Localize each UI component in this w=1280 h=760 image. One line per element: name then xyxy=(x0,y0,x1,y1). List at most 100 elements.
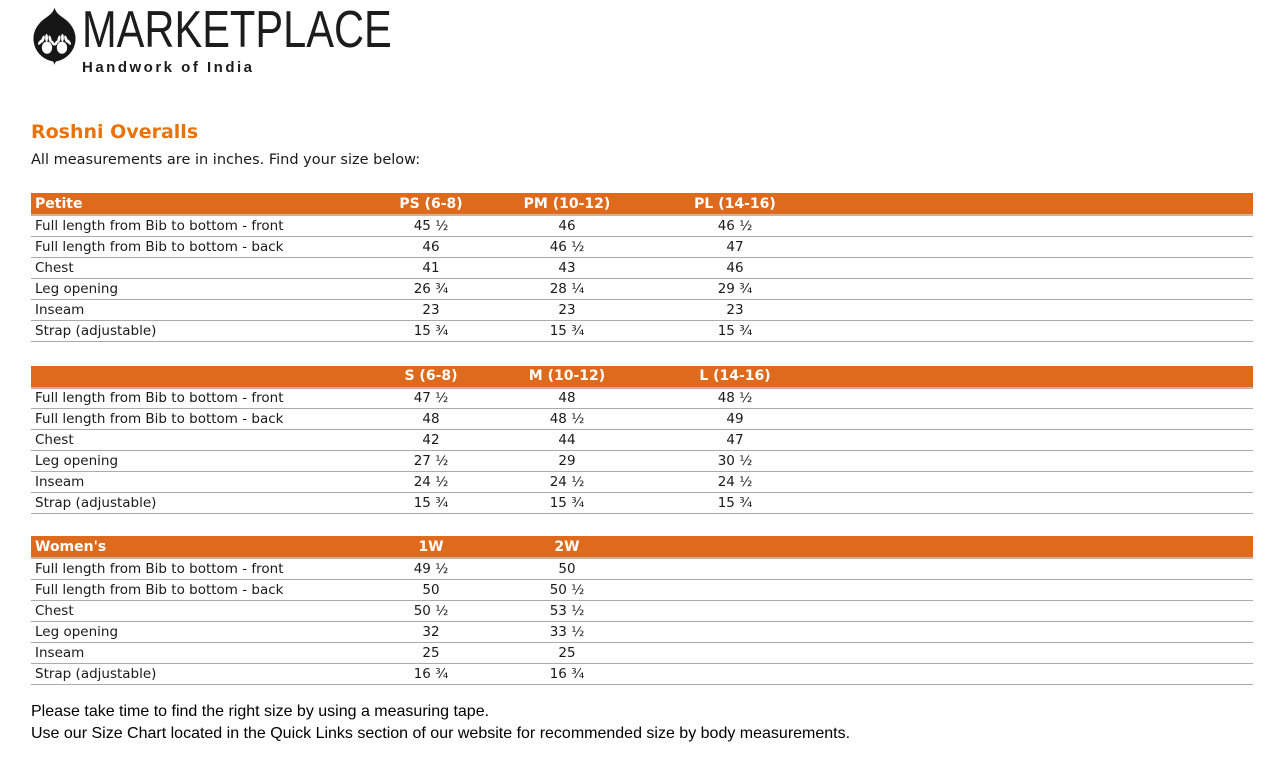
measurement-value: 25 xyxy=(499,642,635,664)
measurement-value: 46 xyxy=(499,215,635,237)
measurement-label: Strap (adjustable) xyxy=(31,492,363,514)
measurement-value: 24 ½ xyxy=(363,471,499,493)
measurement-label: Chest xyxy=(31,257,363,279)
measurement-value: 16 ¾ xyxy=(499,663,635,685)
measurement-value xyxy=(635,579,835,601)
table-row: Leg opening 32 33 ½ xyxy=(31,621,1253,643)
measurement-value: 32 xyxy=(363,621,499,643)
measurement-value: 27 ½ xyxy=(363,450,499,472)
measurement-value: 41 xyxy=(363,257,499,279)
size-tables: Petite PS (6-8) PM (10-12) PL (14-16) Full l… xyxy=(31,193,1253,685)
row-filler xyxy=(835,558,1253,580)
measurement-value: 49 ½ xyxy=(363,558,499,580)
measurement-label: Leg opening xyxy=(31,450,363,472)
table-row: Inseam 24 ½ 24 ½ 24 ½ xyxy=(31,471,1253,493)
brand-tagline: Handwork of India xyxy=(82,59,255,76)
measurement-value: 47 ½ xyxy=(363,387,499,409)
measurement-label: Leg opening xyxy=(31,621,363,643)
measurement-value: 30 ½ xyxy=(635,450,835,472)
header-filler xyxy=(835,193,1253,216)
row-filler xyxy=(835,429,1253,451)
measurement-value: 29 ¾ xyxy=(635,278,835,300)
measurement-value: 48 xyxy=(499,387,635,409)
size-column-header: PL (14-16) xyxy=(635,193,835,216)
brand-text: MARKETPLACE Handwork of India xyxy=(82,4,469,76)
measurement-value xyxy=(635,642,835,664)
measurement-value: 48 ½ xyxy=(499,408,635,430)
measurement-label: Full length from Bib to bottom - front xyxy=(31,387,363,409)
row-filler xyxy=(835,278,1253,300)
table-header-row: Women's 1W 2W xyxy=(31,536,1253,559)
measurement-value xyxy=(635,621,835,643)
measurement-value: 50 xyxy=(363,579,499,601)
row-filler xyxy=(835,579,1253,601)
table-row: Chest 41 43 46 xyxy=(31,257,1253,279)
row-filler xyxy=(835,600,1253,622)
measurement-value: 24 ½ xyxy=(499,471,635,493)
measurement-value: 50 xyxy=(499,558,635,580)
measurement-value: 46 xyxy=(363,236,499,258)
table-row: Strap (adjustable) 15 ¾ 15 ¾ 15 ¾ xyxy=(31,320,1253,342)
measurement-value: 46 xyxy=(635,257,835,279)
row-filler xyxy=(835,621,1253,643)
table-row: Full length from Bib to bottom - back 50 5… xyxy=(31,579,1253,601)
measurement-label: Inseam xyxy=(31,471,363,493)
row-filler xyxy=(835,450,1253,472)
measurement-value xyxy=(635,663,835,685)
measurement-value: 23 xyxy=(635,299,835,321)
size-group-header xyxy=(31,365,363,389)
row-filler xyxy=(835,299,1253,321)
measurement-label: Full length from Bib to bottom - back xyxy=(31,408,363,430)
footer-line-2: Use our Size Chart located in the Quick … xyxy=(31,724,851,742)
size-group-header: Petite xyxy=(31,193,363,216)
size-column-header: 1W xyxy=(363,536,499,559)
measurement-label: Strap (adjustable) xyxy=(31,663,363,685)
measurement-value: 15 ¾ xyxy=(363,492,499,514)
measurement-label: Strap (adjustable) xyxy=(31,320,363,342)
measurement-value: 15 ¾ xyxy=(363,320,499,342)
brand-logo: MARKETPLACE Handwork of India xyxy=(31,4,1253,76)
measurement-label: Full length from Bib to bottom - back xyxy=(31,236,363,258)
table-row: Inseam 23 23 23 xyxy=(31,299,1253,321)
measurement-value: 15 ¾ xyxy=(499,492,635,514)
row-filler xyxy=(835,257,1253,279)
measurement-value: 46 ½ xyxy=(635,215,835,237)
table-row: Inseam 25 25 xyxy=(31,642,1253,664)
measurement-value: 15 ¾ xyxy=(635,320,835,342)
size-column-header: L (14-16) xyxy=(635,365,835,389)
size-column-header: M (10-12) xyxy=(499,365,635,389)
row-filler xyxy=(835,236,1253,258)
measurement-value: 15 ¾ xyxy=(499,320,635,342)
measurement-label: Inseam xyxy=(31,299,363,321)
measurement-value: 15 ¾ xyxy=(635,492,835,514)
size-column-header: S (6-8) xyxy=(363,365,499,389)
measurement-value: 47 xyxy=(635,236,835,258)
measurement-label: Leg opening xyxy=(31,278,363,300)
measurement-value: 48 ½ xyxy=(635,387,835,409)
size-column-header: 2W xyxy=(499,536,635,559)
size-group-header: Women's xyxy=(31,536,363,559)
row-filler xyxy=(835,663,1253,685)
table-row: Leg opening 26 ¾ 28 ¼ 29 ¾ xyxy=(31,278,1253,300)
table-row: Full length from Bib to bottom - front 45… xyxy=(31,215,1253,237)
table-row: Full length from Bib to bottom - front 49… xyxy=(31,558,1253,580)
measurement-label: Full length from Bib to bottom - back xyxy=(31,579,363,601)
measurement-label: Full length from Bib to bottom - front xyxy=(31,558,363,580)
measurement-value: 43 xyxy=(499,257,635,279)
table-header-row: Petite PS (6-8) PM (10-12) PL (14-16) xyxy=(31,193,1253,216)
row-filler xyxy=(835,471,1253,493)
measurement-value: 50 ½ xyxy=(499,579,635,601)
row-filler xyxy=(835,642,1253,664)
measurement-label: Full length from Bib to bottom - front xyxy=(31,215,363,237)
size-table-womens: Women's 1W 2W Full length from Bib to botto… xyxy=(31,536,1253,685)
table-row: Full length from Bib to bottom - back 46 4… xyxy=(31,236,1253,258)
table-row: Full length from Bib to bottom - back 48 4… xyxy=(31,408,1253,430)
measurement-value: 26 ¾ xyxy=(363,278,499,300)
measurement-value: 50 ½ xyxy=(363,600,499,622)
table-row: Full length from Bib to bottom - front 47… xyxy=(31,387,1253,409)
measurement-label: Inseam xyxy=(31,642,363,664)
table-row: Chest 42 44 47 xyxy=(31,429,1253,451)
measurement-value: 23 xyxy=(499,299,635,321)
measurement-value: 49 xyxy=(635,408,835,430)
